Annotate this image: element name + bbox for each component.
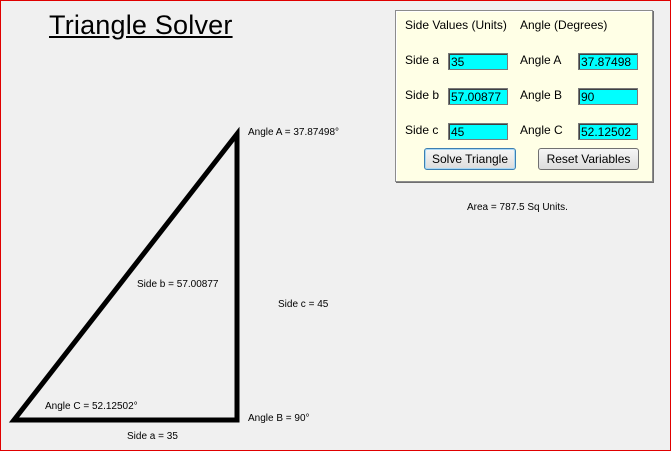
- side-c-label: Side c: [405, 123, 439, 137]
- side-b-input[interactable]: [448, 88, 508, 105]
- area-text: Area = 787.5 Sq Units.: [467, 202, 568, 213]
- angle-c-diagram-label: Angle C = 52.12502°: [45, 401, 138, 412]
- input-panel: Side Values (Units) Angle (Degrees) Side…: [395, 10, 653, 182]
- angle-a-label: Angle A: [520, 53, 562, 67]
- side-b-diagram-label: Side b = 57.00877: [137, 279, 219, 290]
- angle-header: Angle (Degrees): [520, 18, 608, 32]
- side-c-diagram-label: Side c = 45: [278, 299, 329, 310]
- side-values-header: Side Values (Units): [405, 18, 507, 32]
- page-title: Triangle Solver: [49, 10, 233, 40]
- side-a-input[interactable]: [448, 53, 508, 70]
- side-b-label: Side b: [405, 88, 440, 102]
- angle-a-diagram-label: Angle A = 37.87498°: [248, 127, 340, 138]
- angle-c-label: Angle C: [520, 123, 563, 137]
- angle-b-input[interactable]: [578, 88, 638, 105]
- solve-triangle-button[interactable]: Solve Triangle: [424, 148, 516, 170]
- triangle-shape: [8, 126, 240, 423]
- angle-c-input[interactable]: [578, 123, 638, 140]
- side-a-diagram-label: Side a = 35: [127, 431, 178, 442]
- reset-variables-button[interactable]: Reset Variables: [538, 148, 639, 170]
- side-a-label: Side a: [405, 53, 440, 67]
- angle-a-input[interactable]: [578, 53, 638, 70]
- angle-b-diagram-label: Angle B = 90°: [248, 413, 310, 424]
- side-c-input[interactable]: [448, 123, 508, 140]
- angle-b-label: Angle B: [520, 88, 563, 102]
